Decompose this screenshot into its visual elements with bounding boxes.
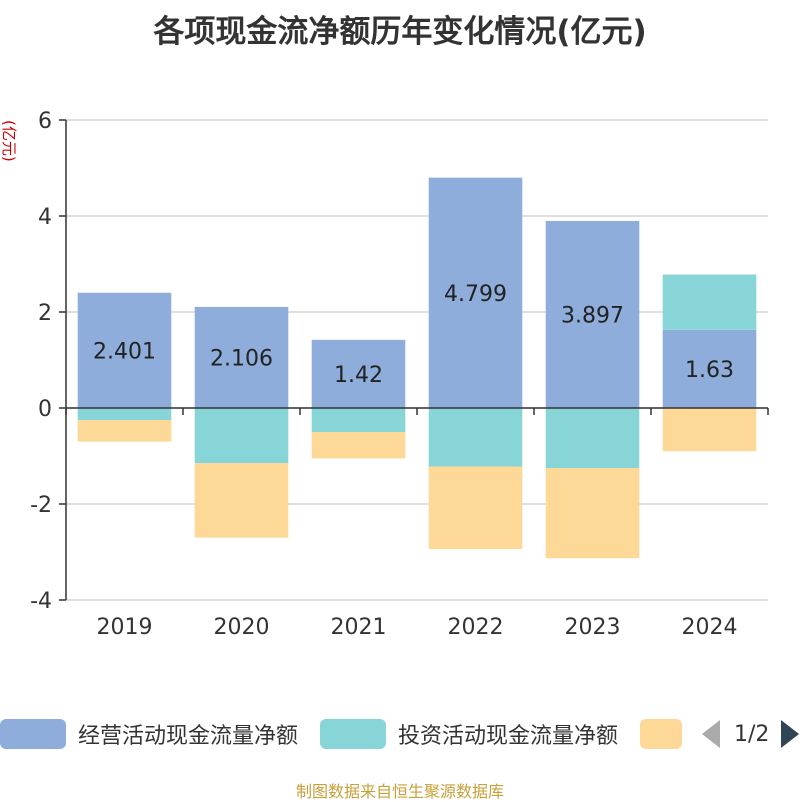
y-tick-label: -2	[30, 493, 52, 518]
legend-prev-icon[interactable]	[702, 720, 720, 748]
legend-item-financing[interactable]	[640, 716, 694, 752]
data-label-2024: 1.63	[685, 358, 734, 383]
legend-next-icon[interactable]	[781, 720, 800, 748]
bar-2020-series-2[interactable]	[194, 463, 289, 538]
bar-2019-series-1[interactable]	[77, 408, 172, 420]
legend-swatch-investing	[320, 719, 386, 749]
bar-2024-series-1[interactable]	[662, 274, 757, 330]
data-label-2023: 3.897	[561, 303, 624, 328]
bar-2020-series-0[interactable]	[194, 306, 289, 408]
x-tick-label-2020: 2020	[214, 615, 270, 640]
bar-2024-series-2[interactable]	[662, 408, 757, 452]
x-tick-label-2022: 2022	[448, 615, 504, 640]
legend-label-investing: 投资活动现金流量净额	[398, 724, 619, 749]
bar-2022-series-0[interactable]	[428, 177, 523, 408]
data-label-2021: 1.42	[334, 363, 383, 388]
bar-2023-series-1[interactable]	[545, 408, 640, 468]
y-axis-title: (亿元)	[0, 120, 18, 162]
bar-2019-series-0[interactable]	[77, 292, 172, 408]
legend-item-operating[interactable]: 经营活动现金流量净额	[0, 716, 298, 752]
data-source-note: 制图数据来自恒生聚源数据库	[295, 782, 504, 801]
legend-item-investing[interactable]: 投资活动现金流量净额	[320, 716, 618, 752]
y-tick-label: -4	[30, 589, 52, 614]
x-tick-label-2023: 2023	[565, 615, 621, 640]
data-labels: 2.401 2.106 1.42 4.799 3.897 1.63	[93, 282, 734, 388]
y-tick-label: 0	[38, 397, 52, 422]
bar-2024-series-0[interactable]	[662, 329, 757, 408]
bar-2023-series-0[interactable]	[545, 220, 640, 408]
bar-2022-series-2[interactable]	[428, 466, 523, 550]
bar-2021-series-2[interactable]	[311, 432, 406, 459]
bar-2019-series-2[interactable]	[77, 420, 172, 442]
bar-2020-series-1[interactable]	[194, 408, 289, 464]
legend-label-operating: 经营活动现金流量净额	[78, 724, 299, 749]
data-label-2022: 4.799	[444, 282, 507, 307]
legend: 经营活动现金流量净额 投资活动现金流量净额 1/2	[0, 716, 800, 752]
legend-page-indicator: 1/2	[734, 721, 770, 747]
bars	[77, 177, 757, 559]
x-tick-label-2024: 2024	[682, 615, 738, 640]
bar-2023-series-2[interactable]	[545, 468, 640, 559]
x-tick-label-2019: 2019	[97, 615, 153, 640]
x-tick-label-2021: 2021	[331, 615, 387, 640]
legend-swatch-operating	[0, 719, 66, 749]
y-tick-label: 2	[38, 301, 52, 326]
bar-2022-series-1[interactable]	[428, 408, 523, 467]
chart-title: 各项现金流净额历年变化情况(亿元)	[153, 14, 647, 50]
data-label-2020: 2.106	[210, 346, 273, 371]
legend-swatch-financing	[640, 719, 682, 749]
bar-2021-series-1[interactable]	[311, 408, 406, 432]
axes: -4 -2 0 2 4 6 2019 2020 2021 2022 2023 2024	[30, 109, 769, 640]
y-tick-label: 6	[38, 109, 52, 134]
y-tick-label: 4	[38, 205, 52, 230]
data-label-2019: 2.401	[93, 339, 156, 364]
bar-2021-series-0[interactable]	[311, 339, 406, 408]
legend-pager: 1/2	[702, 716, 800, 752]
